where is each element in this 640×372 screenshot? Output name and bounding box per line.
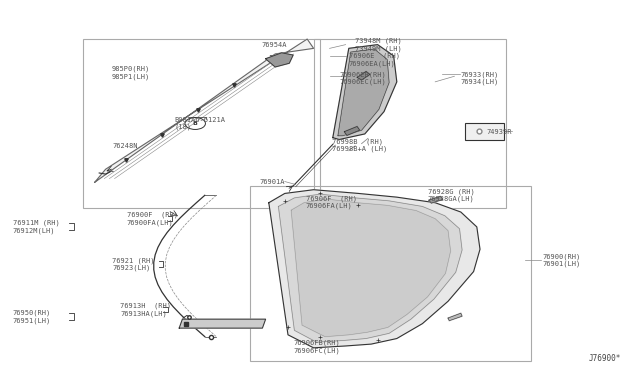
- Text: 76900F  (RH)
76900FA(LH): 76900F (RH) 76900FA(LH): [127, 212, 178, 226]
- Bar: [250, 186, 531, 361]
- Polygon shape: [357, 71, 370, 80]
- Text: B: B: [193, 121, 198, 126]
- Text: 76248N: 76248N: [112, 143, 138, 149]
- Polygon shape: [291, 199, 451, 337]
- Text: 76906E  (RH)
76906EA(LH): 76906E (RH) 76906EA(LH): [349, 52, 400, 67]
- Text: 76906EB(RH)
76906EC(LH): 76906EB(RH) 76906EC(LH): [339, 71, 386, 85]
- Polygon shape: [333, 45, 397, 140]
- Polygon shape: [338, 49, 389, 136]
- Text: B081A6-6121A
(18): B081A6-6121A (18): [174, 117, 225, 130]
- Bar: [83, 39, 320, 208]
- Polygon shape: [429, 196, 443, 203]
- Text: 73948M (RH)
73949M (LH): 73948M (RH) 73949M (LH): [355, 38, 402, 52]
- Text: 76900(RH)
76901(LH): 76900(RH) 76901(LH): [543, 253, 581, 267]
- Text: 76921 (RH)
76923(LH): 76921 (RH) 76923(LH): [112, 257, 154, 271]
- Text: 76933(RH)
76934(LH): 76933(RH) 76934(LH): [461, 71, 499, 85]
- Bar: [465, 123, 504, 140]
- Text: 74939R: 74939R: [486, 129, 512, 135]
- Polygon shape: [278, 194, 462, 342]
- Text: J76900*: J76900*: [588, 354, 621, 363]
- Polygon shape: [95, 39, 314, 182]
- Text: 76906F  (RH)
76906FA(LH): 76906F (RH) 76906FA(LH): [306, 195, 357, 209]
- Text: 76901A: 76901A: [259, 179, 285, 185]
- Text: 76998B  (RH)
76998B+A (LH): 76998B (RH) 76998B+A (LH): [332, 138, 387, 152]
- Polygon shape: [448, 313, 462, 321]
- Bar: [314, 39, 506, 208]
- Text: 76950(RH)
76951(LH): 76950(RH) 76951(LH): [13, 310, 51, 324]
- Text: 76911M (RH)
76912M(LH): 76911M (RH) 76912M(LH): [13, 220, 60, 234]
- Text: 76906FB(RH)
76906FC(LH): 76906FB(RH) 76906FC(LH): [293, 340, 340, 354]
- Text: 76954A: 76954A: [261, 42, 287, 48]
- Text: 76928G (RH)
76928GA(LH): 76928G (RH) 76928GA(LH): [428, 188, 474, 202]
- Polygon shape: [344, 126, 360, 135]
- Text: 76913H  (RH)
76913HA(LH): 76913H (RH) 76913HA(LH): [120, 302, 172, 317]
- Text: 985P0(RH)
985P1(LH): 985P0(RH) 985P1(LH): [112, 65, 150, 80]
- Polygon shape: [179, 319, 266, 328]
- Polygon shape: [269, 190, 480, 348]
- Polygon shape: [266, 53, 293, 67]
